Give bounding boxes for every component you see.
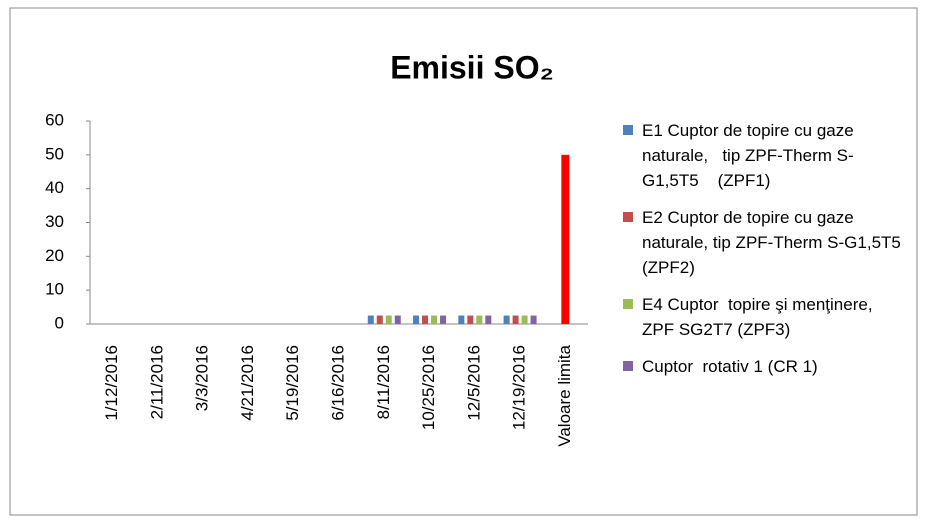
legend: E1 Cuptor de topire cu gaze naturale, ti… xyxy=(620,118,905,391)
legend-label: E1 Cuptor de topire cu gaze naturale, ti… xyxy=(642,121,859,190)
legend-swatch xyxy=(623,299,633,309)
legend-entry: E2 Cuptor de topire cu gaze naturale, ti… xyxy=(620,205,905,280)
x-tick-label: 12/19/2016 xyxy=(510,345,529,430)
y-tick-label: 0 xyxy=(55,313,64,332)
x-tick-label: 5/19/2016 xyxy=(283,345,302,421)
y-tick-label: 50 xyxy=(45,144,64,163)
bar xyxy=(561,154,570,324)
bar xyxy=(376,315,383,324)
legend-entry: Cuptor rotativ 1 (CR 1) xyxy=(620,354,905,379)
legend-label: E2 Cuptor de topire cu gaze naturale, ti… xyxy=(642,208,911,277)
legend-swatch xyxy=(623,125,633,135)
chart-title: Emisii SO₂ xyxy=(390,49,554,85)
x-tick-label: 6/16/2016 xyxy=(328,345,347,421)
legend-entry: E1 Cuptor de topire cu gaze naturale, ti… xyxy=(620,118,905,193)
legend-swatch xyxy=(623,361,633,371)
legend-entry: E4 Cuptor topire şi menţinere, ZPF SG2T7… xyxy=(620,292,905,342)
x-tick-label: 8/11/2016 xyxy=(374,345,393,419)
x-tick-label: 12/5/2016 xyxy=(464,345,483,421)
x-tick-label: 4/21/2016 xyxy=(238,345,257,421)
bar xyxy=(422,315,429,324)
x-tick-label: 2/11/2016 xyxy=(147,345,166,419)
bar xyxy=(521,315,528,324)
x-tick-label: Valoare limita xyxy=(555,344,574,446)
bar xyxy=(476,315,483,324)
y-tick-label: 40 xyxy=(45,178,64,197)
y-tick-label: 60 xyxy=(45,110,64,129)
chart-border xyxy=(9,7,918,516)
y-tick-label: 30 xyxy=(45,212,64,231)
bar xyxy=(431,315,438,324)
bar xyxy=(367,315,374,324)
bar xyxy=(440,315,447,324)
bar xyxy=(503,315,510,324)
bar xyxy=(485,315,492,324)
bar xyxy=(385,315,392,324)
y-tick-label: 20 xyxy=(45,246,64,265)
legend-label: E4 Cuptor topire şi menţinere, ZPF SG2T7… xyxy=(642,295,878,339)
bar xyxy=(413,315,420,324)
x-tick-label: 1/12/2016 xyxy=(102,345,121,421)
legend-swatch xyxy=(623,212,633,222)
x-tick-label: 10/25/2016 xyxy=(419,345,438,430)
legend-label: Cuptor rotativ 1 (CR 1) xyxy=(642,357,818,376)
bar xyxy=(467,315,474,324)
bar xyxy=(512,315,519,324)
y-tick-label: 10 xyxy=(45,280,64,299)
bar xyxy=(458,315,465,324)
bar xyxy=(394,315,401,324)
x-tick-label: 3/3/2016 xyxy=(193,345,212,411)
bar xyxy=(530,315,537,324)
